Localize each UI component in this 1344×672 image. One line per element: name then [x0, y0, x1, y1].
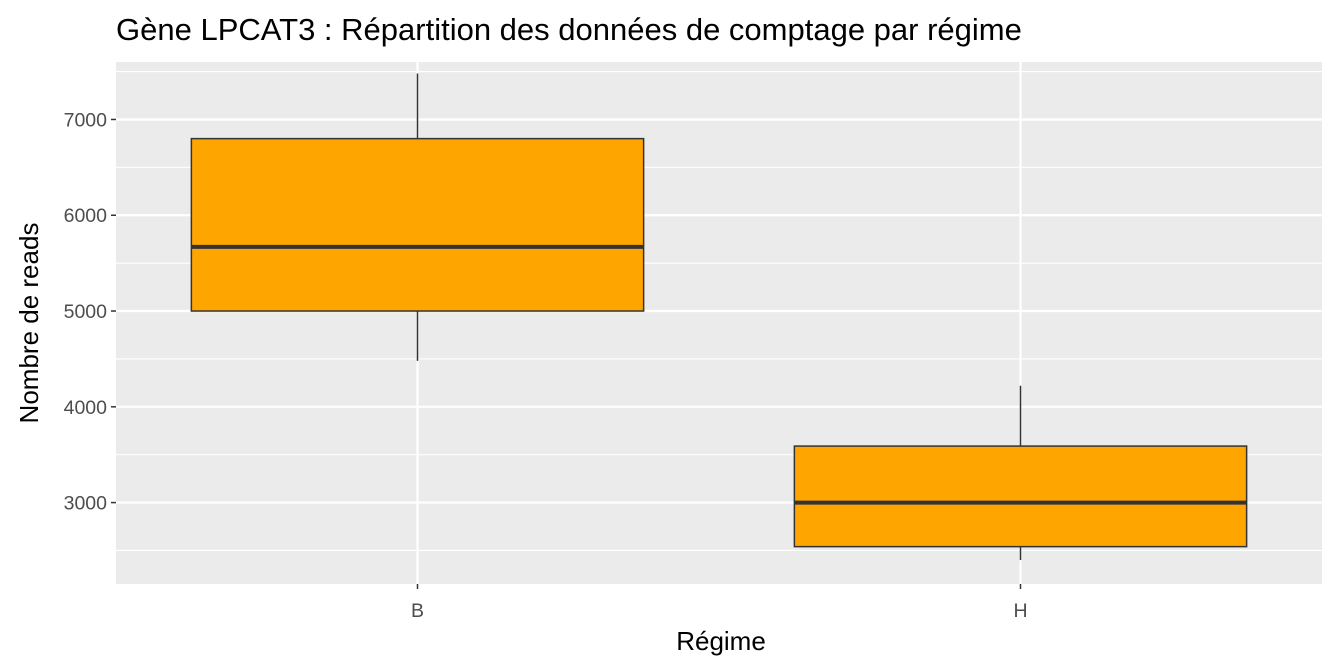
y-tick-label: 4000 [64, 397, 108, 419]
x-tick-label: H [1013, 600, 1027, 622]
box-h [793, 445, 1248, 548]
y-axis-title: Nombre de reads [14, 223, 44, 424]
y-axis: 3000 4000 5000 6000 7000 [64, 109, 116, 515]
x-axis-title: Régime [676, 626, 766, 656]
y-tick-label: 3000 [64, 493, 108, 515]
boxes-layer [190, 73, 1248, 561]
box-b [190, 137, 645, 312]
y-tick-label: 5000 [64, 301, 108, 323]
x-tick-label: B [411, 600, 424, 622]
y-tick-label: 6000 [64, 205, 108, 227]
y-tick-label: 7000 [64, 109, 108, 131]
chart-title: Gène LPCAT3 : Répartition des données de… [116, 12, 1022, 47]
